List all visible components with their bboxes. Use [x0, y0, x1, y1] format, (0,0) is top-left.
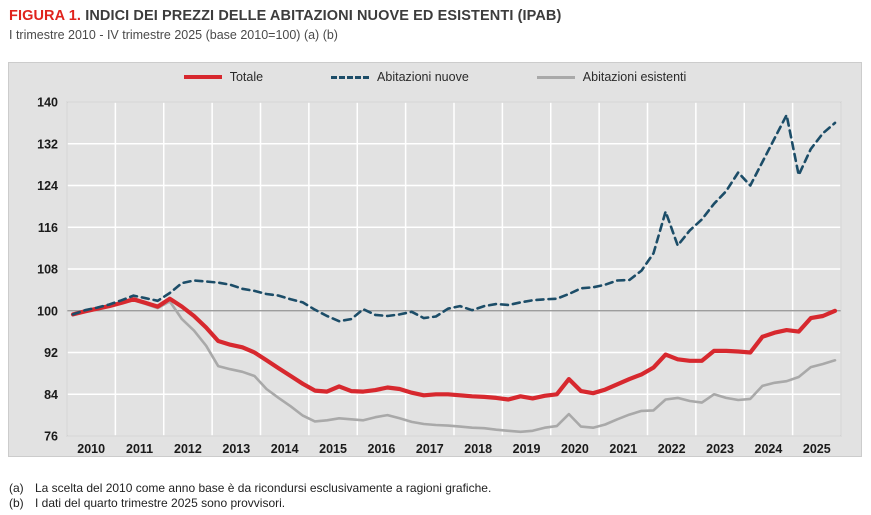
y-tick-label: 92	[44, 346, 58, 360]
y-tick-label: 124	[37, 179, 58, 193]
x-tick-label: 2018	[464, 442, 492, 456]
x-tick-label: 2022	[658, 442, 686, 456]
y-axis-labels: 76 84 92 100 108 116 124 132 140	[37, 96, 58, 444]
figure-header: FIGURA 1. INDICI DEI PREZZI DELLE ABITAZ…	[9, 8, 859, 42]
y-tick-label: 100	[37, 304, 58, 318]
chart-area: 76 84 92 100 108 116 124 132 140 2010 2011 2012 2013…	[8, 62, 862, 457]
legend-label-totale: Totale	[229, 70, 264, 84]
figure-title-text: INDICI DEI PREZZI DELLE ABITAZIONI NUOVE…	[85, 8, 562, 24]
footnote-a-text: La scelta del 2010 come anno base è da r…	[35, 481, 492, 495]
series-line-abitazioni-nuove	[71, 113, 837, 323]
chart-legend: Totale Abitazioni nuove Abitazioni esist…	[9, 70, 861, 84]
x-tick-label: 2014	[271, 442, 299, 456]
x-tick-label: 2012	[174, 442, 202, 456]
x-tick-label: 2024	[755, 442, 783, 456]
x-tick-label: 2015	[319, 442, 347, 456]
footnotes: (a) La scelta del 2010 come anno base è …	[9, 481, 491, 511]
legend-item-totale: Totale	[183, 70, 264, 84]
figure-subtitle: I trimestre 2010 - IV trimestre 2025 (ba…	[9, 28, 338, 42]
legend-label-abitazioni-nuove: Abitazioni nuove	[377, 70, 469, 84]
legend-swatch-abitazioni-esistenti	[536, 75, 575, 79]
x-tick-label: 2016	[368, 442, 396, 456]
legend-swatch-abitazioni-nuove	[331, 75, 370, 79]
y-tick-label: 108	[37, 263, 58, 277]
x-tick-label: 2010	[77, 442, 105, 456]
y-tick-label: 140	[37, 96, 58, 110]
x-tick-label: 2017	[416, 442, 444, 456]
footnote-b-text: I dati del quarto trimestre 2025 sono pr…	[35, 496, 286, 510]
x-tick-label: 2021	[609, 442, 637, 456]
legend-swatch-totale	[183, 75, 222, 79]
footnote-a-marker: (a)	[9, 481, 24, 495]
footnote-a: (a) La scelta del 2010 come anno base è …	[9, 481, 491, 496]
figure-title: FIGURA 1. INDICI DEI PREZZI DELLE ABITAZ…	[9, 8, 859, 24]
y-tick-label: 116	[38, 221, 58, 235]
x-tick-label: 2019	[513, 442, 541, 456]
x-tick-label: 2023	[706, 442, 734, 456]
figure-label: FIGURA 1.	[9, 8, 82, 24]
x-tick-label: 2025	[803, 442, 831, 456]
y-tick-label: 132	[37, 137, 58, 151]
x-tick-label: 2013	[222, 442, 250, 456]
price-index-chart: 76 84 92 100 108 116 124 132 140 2010 2011 2012 2013…	[37, 96, 842, 456]
series-line-totale	[70, 296, 838, 402]
y-tick-label: 76	[44, 430, 58, 444]
legend-item-abitazioni-esistenti: Abitazioni esistenti	[536, 70, 687, 84]
x-tick-label: 2011	[126, 442, 153, 456]
legend-item-abitazioni-nuove: Abitazioni nuove	[331, 70, 469, 84]
footnote-b: (b) I dati del quarto trimestre 2025 son…	[9, 496, 491, 511]
legend-label-abitazioni-esistenti: Abitazioni esistenti	[582, 70, 687, 84]
x-tick-label: 2020	[561, 442, 589, 456]
footnote-b-marker: (b)	[9, 496, 24, 510]
x-axis-labels: 2010 2011 2012 2013 2014 2015 2016 2017 2018 2019…	[77, 442, 830, 456]
y-tick-label: 84	[44, 388, 58, 402]
plot-border	[66, 101, 842, 437]
series-line-abitazioni-esistenti	[71, 299, 837, 434]
